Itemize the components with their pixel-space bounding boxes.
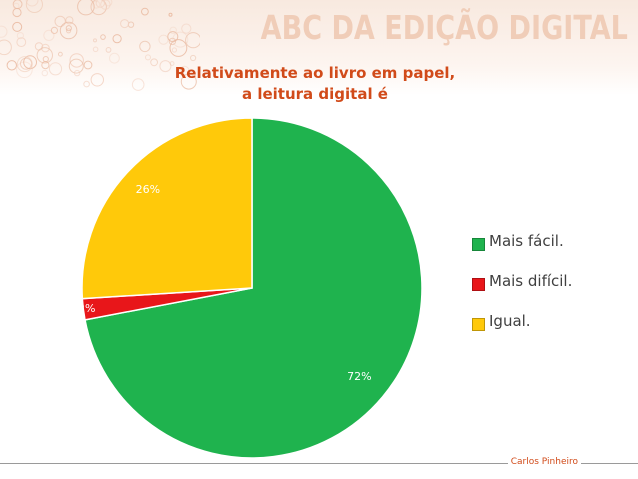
legend-swatch — [472, 238, 485, 251]
legend-swatch — [472, 318, 485, 331]
chart-title-line-1: Relativamente ao livro em papel, — [174, 64, 456, 82]
header-band — [0, 0, 638, 95]
pie-label-igual: 26% — [136, 183, 160, 196]
pie-slice-igual — [81, 117, 253, 300]
footer-divider — [0, 463, 638, 464]
brand-title: ABC DA EDIÇÃO DIGITAL — [260, 8, 628, 47]
pie-chart: 72% 2% 26% — [78, 117, 423, 459]
footer-author: Carlos Pinheiro — [507, 457, 581, 467]
legend-label: Igual. — [489, 312, 531, 330]
pie-label-mais-facil: 72% — [347, 370, 371, 383]
chart-title: Relativamente ao livro em papel, a leitu… — [160, 63, 470, 105]
legend-label: Mais fácil. — [489, 232, 564, 250]
decorative-bokeh-pattern — [0, 0, 200, 91]
chart-title-line-2: a leitura digital é — [242, 85, 388, 103]
legend-label: Mais difícil. — [489, 272, 573, 290]
legend-swatch — [472, 278, 485, 291]
pie-slice-mais-facil — [84, 117, 423, 459]
pie-label-mais-dificil: 2% — [78, 302, 95, 315]
